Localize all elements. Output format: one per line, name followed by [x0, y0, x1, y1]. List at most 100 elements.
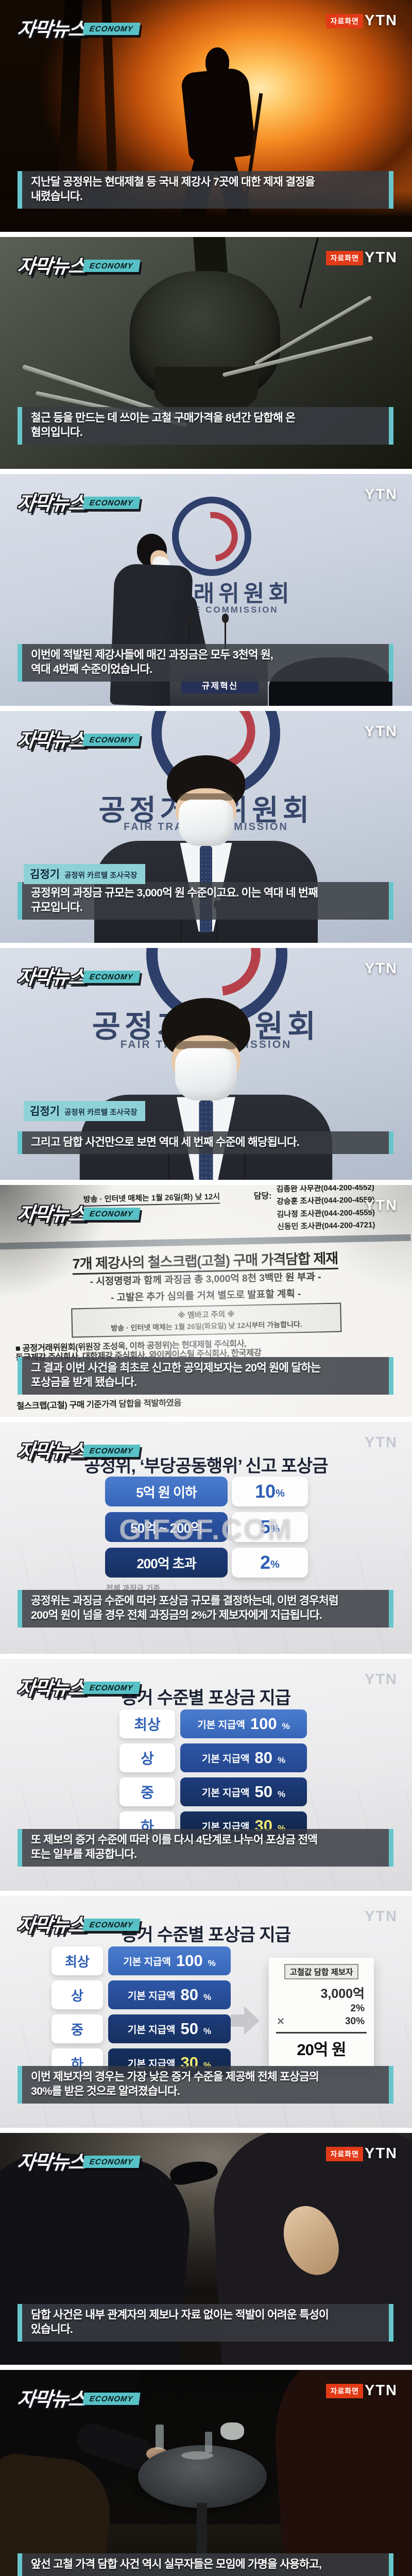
payout-cell: 기본 지급액 100%: [180, 1709, 307, 1738]
watermark: GIFOF.COM: [118, 1513, 294, 1546]
show-logo: 자막뉴스 ECONOMY: [16, 1909, 141, 1938]
grade-cell: 최상: [52, 1946, 103, 1975]
economy-tag: ECONOMY: [82, 971, 141, 983]
news-frame-10: 자막뉴스 ECONOMY 자료화면 YTN 담합 사건은 내부 관계자의 제보나…: [0, 2133, 412, 2365]
evidence-table: 최상 기본 지급액 100% 상 기본 지급액 80% 중: [119, 1709, 307, 1845]
economy-tag: ECONOMY: [82, 1682, 141, 1694]
water-glass: [156, 2425, 164, 2449]
teapot: [220, 2422, 244, 2440]
caption-line: 혐의입니다.: [31, 426, 83, 439]
payout-symbol: %: [278, 1755, 286, 1765]
caption-line: 200억 원이 넘을 경우 전체 과징금의 2%가 제보자에게 지급됩니다.: [31, 1609, 322, 1622]
show-logo-text: 자막뉴스: [16, 493, 87, 515]
caption-line: 포상금을 받게 됐습니다.: [31, 1376, 137, 1389]
show-logo: 자막뉴스 ECONOMY: [16, 1198, 141, 1227]
payout-cell: 기본 지급액 80%: [180, 1743, 307, 1772]
official-silhouette: [103, 534, 211, 706]
show-logo: 자막뉴스 ECONOMY: [16, 250, 141, 279]
subtitle-caption: 담합 사건은 내부 관계자의 제보나 자료 없이는 적발이 어려운 특성이 있습…: [18, 2304, 393, 2342]
grade-cell: 최상: [119, 1709, 175, 1738]
microphone-icon: [222, 614, 229, 654]
doc-contact: 강승훈 조사관(044-200-4559): [276, 1195, 375, 1207]
show-logo: 자막뉴스 ECONOMY: [16, 13, 141, 42]
economy-tag: ECONOMY: [82, 497, 141, 509]
ytn-logo: YTN: [365, 249, 398, 266]
caption-line: 있습니다.: [31, 2323, 73, 2336]
news-frame-2: 자막뉴스 ECONOMY 자료화면 YTN 철근 등을 만드는 데 쓰이는 고철…: [0, 237, 412, 469]
show-logo-text: 자막뉴스: [16, 2389, 87, 2411]
economy-tag: ECONOMY: [82, 2393, 141, 2405]
news-frame-3: 공정거래위원회 FAIR TRADE COMMISSION 규제혁신 자막뉴스 …: [0, 474, 412, 706]
news-frame-5: 공정거래위원회 FAIR TRADE COMMISSION 자막뉴스 ECONO…: [0, 948, 412, 1180]
show-logo-text: 자막뉴스: [16, 1678, 87, 1700]
speaker-title: 공정위 카르텔 조사국장: [64, 1109, 138, 1117]
reward-rate-cell: 5%: [232, 1512, 308, 1542]
ytn-logo: YTN: [365, 486, 398, 503]
caption-line: 공정위의 과징금 규모는 3,000억 원 수준이고요. 이는 역대 네 번째: [31, 887, 318, 899]
ytn-bug: YTN: [365, 1197, 398, 1214]
economy-tag: ECONOMY: [82, 1208, 141, 1220]
evidence-row: 중 기본 지급액 50%: [119, 1777, 307, 1806]
calc-multiply-row: × 30%: [269, 2014, 374, 2029]
show-logo: 자막뉴스 ECONOMY: [16, 2383, 141, 2412]
microphone-icon: [186, 617, 193, 657]
payout-number: 80: [180, 1986, 199, 2004]
caption-line: 담합 사건은 내부 관계자의 제보나 자료 없이는 적발이 어려운 특성이: [31, 2309, 329, 2321]
grade-cell: 상: [119, 1743, 175, 1772]
fine-range-cell: 50억 ~ 200억: [105, 1512, 228, 1542]
caption-line: 공정위는 과징금 수준에 따라 포상금 규모를 결정하는데, 이번 경우처럼: [31, 1595, 339, 1607]
show-logo-text: 자막뉴스: [16, 967, 87, 989]
doc-contact-label: 담당:: [253, 1192, 272, 1201]
show-logo: 자막뉴스 ECONOMY: [16, 1435, 141, 1464]
calc-share: 30%: [345, 2016, 365, 2027]
water-glass: [205, 2432, 212, 2452]
rate-symbol: %: [270, 1559, 280, 1570]
caption-line: 이번에 적발된 제강사들에 매긴 과징금은 모두 3천억 원,: [31, 649, 273, 661]
shoe-silhouette: [168, 2157, 219, 2188]
ytn-logo: YTN: [365, 12, 398, 29]
ytn-logo: YTN: [365, 1908, 398, 1925]
reward-calculation-panel: 고철값 담합 제보자 3,000억 2% × 30% 20억 원: [269, 1958, 374, 2067]
show-logo-text: 자막뉴스: [16, 256, 87, 278]
source-badge: 자료화면: [326, 250, 363, 265]
source-badge: 자료화면: [326, 13, 363, 28]
caption-line: 앞선 고철 가격 담합 사건 역시 실무자들은 모임에 가명을 사용하고,: [31, 2558, 322, 2570]
show-logo-text: 자막뉴스: [16, 2152, 87, 2174]
economy-tag: ECONOMY: [82, 260, 141, 272]
speaker-nametag: 김정기 공정위 카르텔 조사국장: [24, 1101, 146, 1121]
subtitle-caption: 이번 제보자의 경우는 가장 낮은 증거 수준을 제공해 전체 포상금의 30%…: [18, 2066, 393, 2104]
payout-number: 80: [254, 1749, 273, 1767]
rate-number: 5: [260, 1516, 271, 1537]
ytn-bug: YTN: [365, 960, 398, 977]
worker-silhouette: [173, 47, 276, 232]
economy-tag: ECONOMY: [82, 1445, 141, 1457]
crane-cable: [299, 238, 319, 309]
news-frame-6: 방송 · 인터넷 매체는 1월 26일(화) 낮 12시 담당: 김종완 사무관…: [0, 1185, 412, 1417]
show-logo-text: 자막뉴스: [16, 1441, 87, 1463]
fine-range-cell: 200억 초과: [105, 1548, 228, 1578]
claw-jaw: [154, 367, 258, 414]
grade-cell: 중: [52, 2014, 103, 2043]
show-logo-text: 자막뉴스: [16, 730, 87, 752]
caption-line: 이번 제보자의 경우는 가장 낮은 증거 수준을 제공해 전체 포상금의: [31, 2071, 319, 2083]
show-logo: 자막뉴스 ECONOMY: [16, 961, 141, 990]
reward-row: 50억 ~ 200억 5%: [105, 1512, 308, 1542]
calc-header: 고철값 담합 제보자: [284, 1964, 359, 1979]
slide-title: 공정위, ‘부당공동행위’ 신고 포상금: [84, 1456, 329, 1476]
calc-total: 20억 원: [297, 2041, 346, 2059]
payout-cell: 기본 지급액 50%: [108, 2014, 231, 2043]
show-logo-text: 자막뉴스: [16, 1204, 87, 1226]
payout-label: 기본 지급액: [201, 1787, 250, 1799]
show-logo: 자막뉴스 ECONOMY: [16, 487, 141, 516]
caption-line: 또 제보의 증거 수준에 따라 이를 다시 4단계로 나누어 포상금 전액: [31, 1834, 318, 1846]
ytn-logo: YTN: [365, 1197, 398, 1214]
news-frame-11: 자막뉴스 ECONOMY 자료화면 YTN 앞선 고철 가격 담합 사건 역시 …: [0, 2370, 412, 2576]
fine-range-cell: 5억 원 이하: [105, 1477, 228, 1506]
caption-line: 내렸습니다.: [31, 190, 83, 203]
economy-tag: ECONOMY: [82, 734, 141, 746]
ytn-logo: YTN: [365, 723, 398, 740]
economy-tag: ECONOMY: [82, 23, 141, 35]
payout-symbol: %: [278, 1789, 286, 1799]
doc-embargo-box: ※ 엠바고 주의 ※ 방송 · 인터넷 매체는 1월 26일(화요일) 낮 12…: [71, 1302, 342, 1338]
ytn-bug: 자료화면 YTN: [326, 249, 398, 266]
